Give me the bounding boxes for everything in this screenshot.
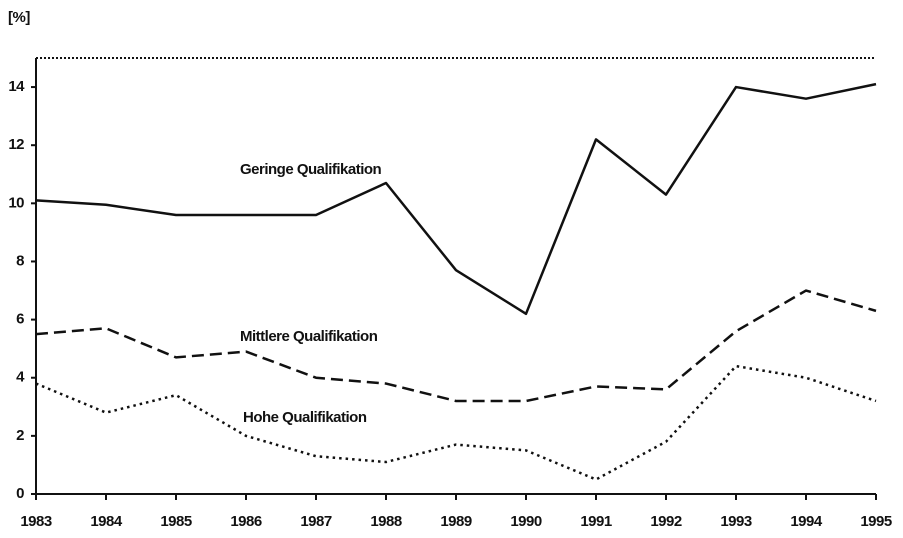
- y-axis-label: [%]: [8, 9, 30, 26]
- y-tick-label: 0: [16, 485, 24, 502]
- y-tick-label: 6: [16, 311, 24, 328]
- y-tick-label: 8: [16, 252, 24, 269]
- x-tick-label: 1989: [440, 513, 472, 530]
- y-tick-label: 12: [8, 136, 24, 153]
- x-tick-label: 1987: [300, 513, 332, 530]
- series-line: [35, 289, 877, 403]
- y-tick-label: 4: [16, 369, 25, 386]
- series-line: [35, 364, 877, 481]
- x-tick-label: 1993: [720, 513, 752, 530]
- x-tick-label: 1984: [90, 513, 123, 530]
- x-tick-label: 1991: [580, 513, 612, 530]
- x-tick-label: 1992: [650, 513, 682, 530]
- x-tick-label: 1988: [370, 513, 402, 530]
- x-tick-label: 1985: [160, 513, 192, 530]
- series-label: Hohe Qualifikation: [243, 409, 367, 426]
- series-line: [35, 82, 877, 316]
- x-tick-label: 1994: [790, 513, 823, 530]
- x-tick-label: 1990: [510, 513, 542, 530]
- y-tick-label: 14: [8, 78, 25, 95]
- x-tick-label: 1995: [860, 513, 892, 530]
- y-tick-label: 10: [8, 194, 24, 211]
- x-tick-label: 1986: [230, 513, 262, 530]
- x-tick-label: 1983: [20, 513, 52, 530]
- series-label: Mittlere Qualifikation: [240, 328, 378, 345]
- series-label: Geringe Qualifikation: [240, 161, 382, 178]
- y-tick-label: 2: [16, 427, 24, 444]
